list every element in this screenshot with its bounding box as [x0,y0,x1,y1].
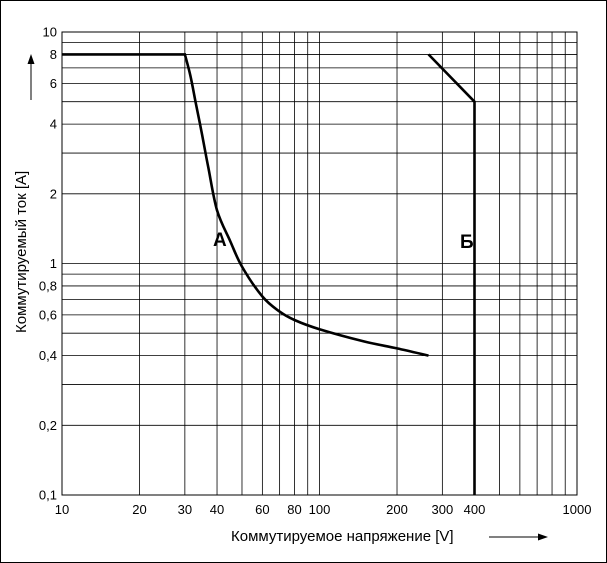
y-tick-label: 10 [43,25,57,40]
plot-border [61,31,578,496]
x-tick-label: 30 [178,502,192,517]
x-tick-labels: 10 20 30 40 60 80 100 200 300 400 1000 [55,502,592,517]
y-axis-title: Коммутируемый ток [A] [13,171,30,333]
x-tick-label: 200 [386,502,408,517]
x-tick-label: 100 [309,502,331,517]
curve-label-a: А [213,230,227,251]
x-tick-label: 60 [255,502,269,517]
x-tick-label: 10 [55,502,69,517]
x-tick-label: 400 [464,502,486,517]
y-tick-label: 6 [50,76,57,91]
y-tick-label: 0,6 [39,307,57,322]
x-tick-label: 40 [210,502,224,517]
curve-label-b: Б [460,232,474,253]
x-axis-title: Коммутируемое напряжение [V] [231,528,454,545]
x-axis-arrow [489,533,548,541]
y-tick-label: 0,1 [39,488,57,503]
y-axis-arrow [27,54,35,100]
x-tick-label: 20 [132,502,146,517]
y-tick-label: 8 [50,47,57,62]
y-tick-label: 0,8 [39,278,57,293]
grid [61,31,578,496]
y-tick-label: 1 [50,256,57,271]
y-tick-label: 0,4 [39,348,57,363]
x-tick-label: 80 [287,502,301,517]
x-tick-label: 1000 [563,502,592,517]
series-line-a [62,53,429,357]
y-tick-labels: 0,1 0,2 0,4 0,6 0,8 1 2 4 6 8 10 [39,25,57,503]
y-tick-label: 4 [50,117,57,132]
y-tick-label: 2 [50,186,57,201]
series-group [62,53,476,495]
y-tick-label: 0,2 [39,418,57,433]
x-tick-label: 300 [432,502,454,517]
series-line-b [427,53,476,495]
